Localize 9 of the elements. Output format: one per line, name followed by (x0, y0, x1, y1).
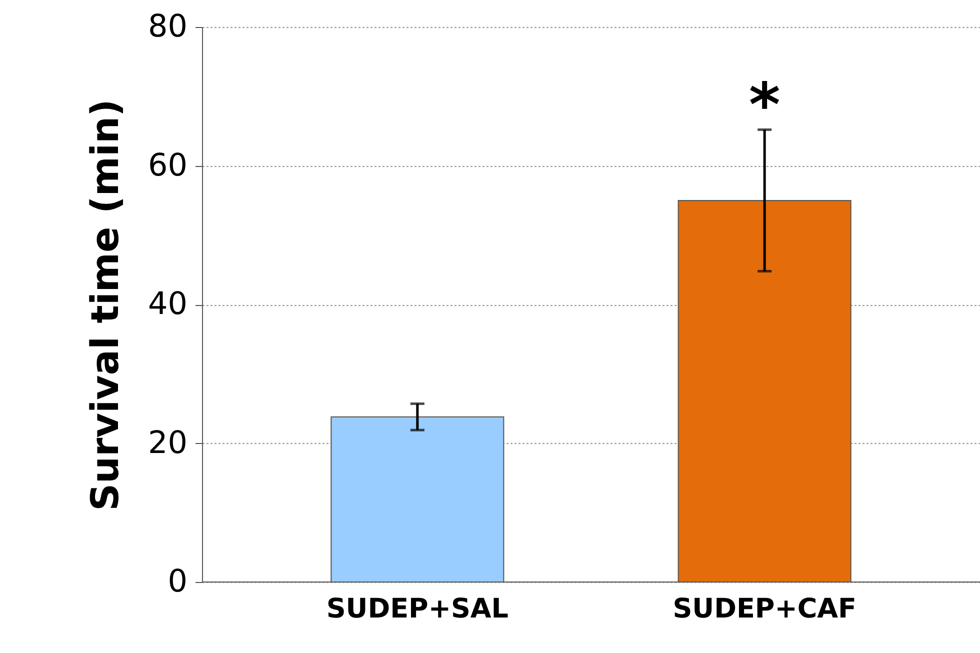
y-tick-label: 80 (148, 8, 188, 44)
y-tick-label: 0 (168, 564, 188, 600)
y-tick-label: 60 (148, 147, 188, 184)
x-tick-label: SUDEP+CAF (672, 594, 856, 624)
x-tick-label: SUDEP+SAL (326, 594, 509, 624)
y-tick-label: 40 (148, 286, 188, 322)
y-tick-label: 20 (148, 424, 188, 461)
annotation: * (748, 70, 780, 141)
y-axis-title: Survival time (min) (83, 99, 128, 511)
